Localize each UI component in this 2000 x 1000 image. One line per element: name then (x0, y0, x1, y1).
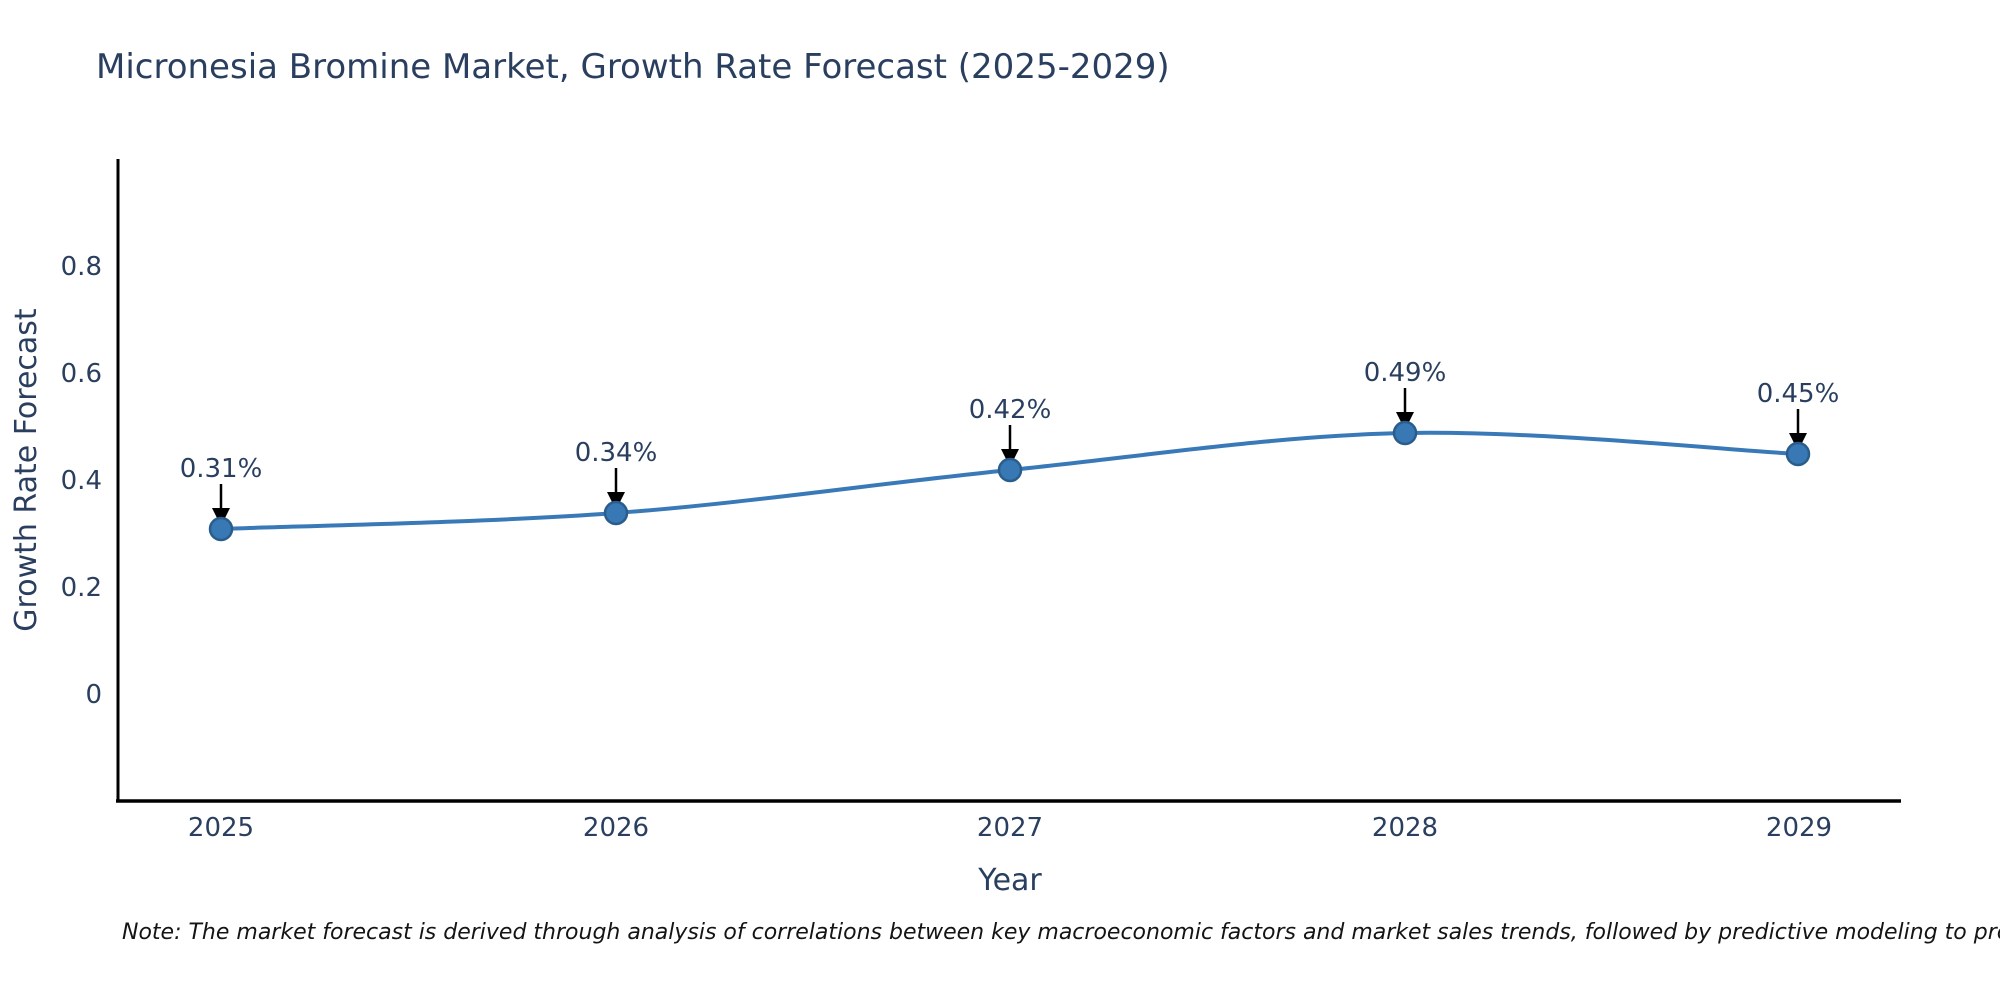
y-axis-title: Growth Rate Forecast (9, 308, 44, 632)
chart-title: Micronesia Bromine Market, Growth Rate F… (96, 47, 1170, 87)
point-annotation: 0.49% (1363, 358, 1447, 388)
y-tick-label: 0 (85, 680, 102, 710)
x-axis-title: Year (978, 863, 1042, 898)
point-annotation: 0.34% (574, 438, 658, 468)
point-annotation: 0.31% (179, 454, 263, 484)
data-point-marker-2026 (603, 500, 629, 526)
y-tick-label: 0.8 (60, 252, 102, 282)
point-annotation: 0.45% (1756, 379, 1840, 409)
x-tick-label: 2025 (187, 813, 255, 843)
data-point-marker-2027 (997, 457, 1023, 483)
y-tick-label: 0.4 (60, 466, 102, 496)
y-tick-label: 0.6 (60, 359, 102, 389)
point-annotation: 0.42% (968, 395, 1052, 425)
footnote-text: Note: The market forecast is derived thr… (122, 920, 2000, 945)
x-tick-label: 2028 (1371, 813, 1439, 843)
x-tick-label: 2026 (582, 813, 650, 843)
data-point-marker-2025 (208, 516, 234, 542)
data-point-marker-2029 (1785, 441, 1811, 467)
y-tick-label: 0.2 (60, 573, 102, 603)
data-point-marker-2028 (1392, 420, 1418, 446)
x-tick-label: 2029 (1765, 813, 1833, 843)
x-tick-label: 2027 (976, 813, 1044, 843)
footnote-container: Note: The market forecast is derived thr… (0, 916, 2000, 956)
